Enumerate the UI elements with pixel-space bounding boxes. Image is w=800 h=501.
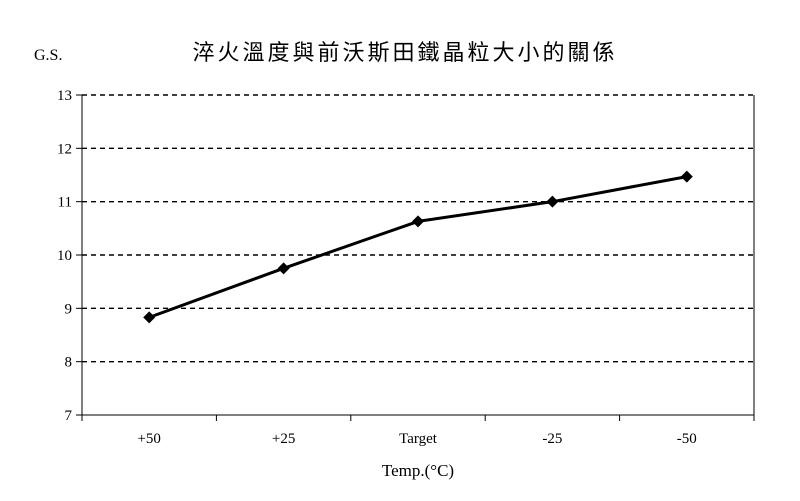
axes	[76, 94, 755, 421]
data-point-marker	[277, 262, 290, 275]
x-axis-title: Temp.(°C)	[382, 461, 454, 480]
y-tick-label: 8	[65, 355, 73, 371]
x-tick-label: -50	[677, 431, 697, 447]
x-tick-label: +25	[272, 431, 295, 447]
y-tick-label: 9	[65, 301, 73, 317]
y-tick-label: 11	[58, 195, 72, 211]
x-tick-label: Target	[399, 431, 438, 447]
x-tick-label: +50	[137, 431, 160, 447]
y-tick-label: 10	[57, 248, 72, 264]
data-point-marker	[143, 311, 156, 324]
data-point-marker	[680, 170, 693, 183]
chart-title: 淬火溫度與前沃斯田鐵晶粒大小的關係	[192, 40, 617, 65]
y-axis-unit-label: G.S.	[34, 47, 62, 64]
y-tick-label: 13	[57, 88, 72, 104]
gridlines	[82, 94, 754, 363]
data-series	[143, 170, 693, 324]
data-point-marker	[546, 195, 559, 208]
x-tick-label: -25	[542, 431, 562, 447]
data-point-marker	[412, 215, 424, 228]
y-tick-label: 12	[57, 141, 72, 157]
y-tick-label: 7	[65, 408, 73, 424]
tick-labels: 7 8 9 10 11 12 13 +50 +25 Target -25 -50	[57, 88, 697, 447]
series-line-0	[148, 175, 688, 319]
